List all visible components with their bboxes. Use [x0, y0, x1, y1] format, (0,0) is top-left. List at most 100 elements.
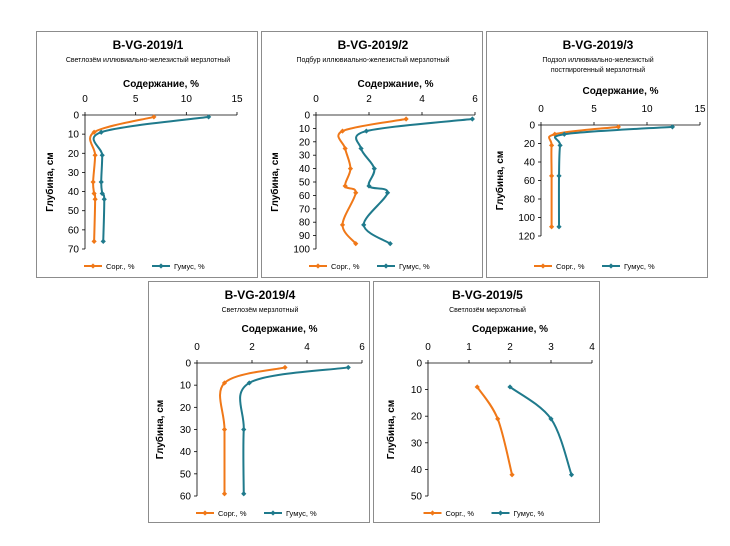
data-point-humus [561, 131, 567, 137]
chart-panel-3: B-VG-2019/3 Подзол иллювиально-железистый… [486, 31, 708, 278]
legend-label-corg: Сорг., % [106, 262, 135, 271]
data-point-corg [221, 491, 228, 497]
y-tick-label: 10 [411, 385, 423, 396]
chart-subtitle: Светлозём мерзлотный [222, 306, 299, 314]
chart-subtitle: Светлозём иллювиально-железистый мерзлот… [66, 56, 230, 64]
data-point-humus [669, 124, 676, 130]
x-tick-label: 0 [538, 104, 544, 115]
data-point-corg [549, 173, 555, 179]
y-tick-label: 20 [68, 149, 80, 160]
y-tick-label: 10 [180, 381, 192, 392]
data-point-corg [342, 145, 348, 152]
x-tick-label: 5 [133, 94, 139, 105]
series-line-humus [509, 386, 573, 476]
y-tick-label: 0 [73, 111, 79, 122]
x-axis-title: Содержание, % [357, 79, 433, 90]
legend-marker-corg [202, 510, 208, 516]
data-point-corg [474, 384, 480, 390]
data-point-corg [552, 131, 558, 137]
y-tick-label: 80 [524, 195, 536, 206]
x-tick-label: 10 [641, 104, 653, 115]
y-tick-label: 50 [411, 492, 423, 503]
x-tick-label: 4 [419, 94, 425, 105]
x-tick-label: 3 [548, 342, 554, 353]
y-tick-label: 20 [299, 137, 311, 148]
data-point-corg [403, 116, 409, 122]
y-tick-label: 40 [180, 447, 192, 458]
data-point-humus [557, 142, 563, 148]
series-line-humus [92, 115, 209, 242]
legend-label-humus: Гумус, % [174, 262, 205, 271]
series-line-corg [89, 115, 155, 242]
legend-label-corg: Сорг., % [218, 509, 247, 518]
data-point-humus [100, 238, 106, 244]
x-axis-title: Содержание, % [241, 324, 317, 335]
data-point-corg [92, 152, 98, 158]
legend-label-corg: Сорг., % [446, 509, 475, 518]
series-line-corg [476, 386, 514, 475]
data-point-corg [353, 190, 359, 196]
data-point-humus [101, 196, 107, 202]
legend-label-corg: Сорг., % [556, 262, 585, 271]
data-point-humus [206, 114, 212, 120]
chart-title: B-VG-2019/4 [225, 288, 296, 302]
data-point-corg [339, 222, 346, 228]
series-line-humus [553, 125, 673, 227]
data-point-humus [98, 179, 104, 185]
data-point-humus [556, 173, 562, 179]
chart-panel-4: B-VG-2019/4 Светлозём мерзлотный Содержани… [148, 281, 370, 523]
y-tick-label: 70 [299, 204, 311, 215]
data-point-humus [507, 384, 513, 390]
y-tick-label: 100 [518, 213, 535, 224]
x-tick-label: 0 [82, 94, 88, 105]
chart-title: B-VG-2019/2 [338, 38, 409, 52]
data-point-corg [282, 364, 288, 371]
y-tick-label: 0 [529, 121, 535, 132]
y-tick-label: 40 [299, 164, 311, 175]
legend-marker-humus [497, 510, 504, 516]
series-line-corg [337, 118, 407, 245]
data-point-corg [615, 124, 621, 130]
data-point-humus [568, 472, 575, 478]
y-tick-label: 50 [68, 206, 80, 217]
x-axis-title: Содержание, % [123, 79, 199, 90]
y-tick-label: 90 [299, 231, 311, 242]
data-point-corg [91, 129, 97, 135]
legend-marker-humus [608, 263, 614, 269]
chart-subtitle: Подбур иллювиально-железистый мерзлотный [296, 56, 449, 64]
chart-subtitle: Светлозём мерзлотный [449, 306, 526, 314]
y-tick-label: 30 [180, 425, 192, 436]
y-tick-label: 40 [524, 158, 536, 169]
data-point-humus [358, 145, 364, 152]
y-tick-label: 80 [299, 218, 311, 229]
data-point-corg [353, 241, 359, 247]
data-point-corg [91, 190, 97, 197]
data-point-humus [371, 166, 377, 172]
y-tick-label: 30 [299, 151, 311, 162]
x-tick-label: 2 [366, 94, 372, 105]
y-axis-title: Глубина, см [269, 152, 281, 211]
x-tick-label: 4 [589, 342, 595, 353]
data-point-humus [363, 128, 369, 134]
data-point-humus [98, 129, 104, 135]
y-tick-label: 0 [185, 359, 191, 370]
x-tick-label: 4 [304, 342, 310, 353]
x-tick-label: 10 [181, 94, 193, 105]
legend-label-corg: Сорг., % [331, 262, 360, 271]
y-tick-label: 30 [68, 168, 80, 179]
y-tick-label: 60 [524, 176, 536, 187]
y-tick-label: 0 [416, 359, 422, 370]
y-tick-label: 20 [411, 412, 423, 423]
legend-marker-corg [429, 510, 436, 516]
x-tick-label: 6 [359, 342, 365, 353]
data-point-corg [347, 166, 354, 172]
chart-svg: B-VG-2019/1 Светлозём иллювиально-железис… [44, 38, 243, 271]
x-tick-label: 1 [466, 342, 472, 353]
x-axis-title: Содержание, % [582, 86, 658, 97]
legend-marker-corg [315, 263, 321, 269]
y-tick-label: 60 [299, 191, 311, 202]
chart-panel-5: B-VG-2019/5 Светлозём мерзлотный Содержани… [373, 281, 600, 523]
chart-title: B-VG-2019/5 [452, 288, 523, 302]
data-point-corg [549, 224, 555, 230]
legend-marker-corg [540, 263, 546, 269]
